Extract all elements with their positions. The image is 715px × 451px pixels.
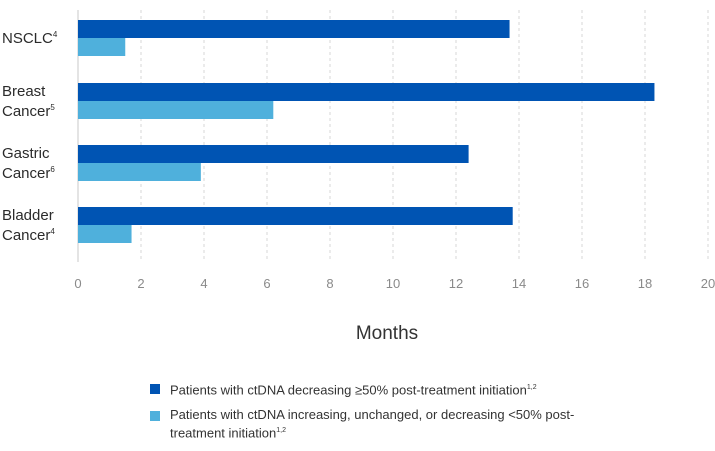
category-label: NSCLC4: [2, 30, 58, 47]
x-tick-label: 8: [326, 276, 333, 291]
legend: Patients with ctDNA decreasing ≥50% post…: [150, 380, 610, 451]
x-tick-label: 4: [200, 276, 207, 291]
x-tick-label: 0: [74, 276, 81, 291]
x-tick-label: 10: [386, 276, 400, 291]
bar-series-1-cat-1: [78, 20, 510, 38]
bar-chart: NSCLC4 Breast Cancer5 Gastric Cancer6 Bladder…: [2, 10, 715, 344]
legend-swatch-increasing: [150, 411, 160, 422]
x-tick-label: 20: [701, 276, 715, 291]
x-axis-title: Months: [356, 323, 418, 344]
x-tick-label: 16: [575, 276, 589, 291]
category-label: Bladder: [2, 207, 54, 224]
category-label: Cancer5: [2, 103, 55, 120]
legend-item-decreasing: Patients with ctDNA decreasing ≥50% post…: [150, 380, 610, 398]
legend-item-increasing: Patients with ctDNA increasing, unchange…: [150, 407, 610, 441]
category-labels: NSCLC4 Breast Cancer5 Gastric Cancer6 Bladder…: [2, 30, 58, 244]
bar-series-2-cat-3: [78, 163, 201, 181]
category-label: Cancer4: [2, 227, 55, 244]
bars: [78, 20, 655, 243]
bar-series-1-cat-4: [78, 207, 513, 225]
x-tick-label: 18: [638, 276, 652, 291]
bar-series-1-cat-3: [78, 145, 469, 163]
x-tick-label: 2: [137, 276, 144, 291]
x-tick-labels: 0 2 4 6 8 10 12 14 16 18 20: [74, 276, 715, 291]
x-tick-label: 12: [449, 276, 463, 291]
category-label: Gastric: [2, 145, 50, 162]
category-label: Breast: [2, 83, 46, 100]
bar-series-2-cat-4: [78, 225, 132, 243]
bar-series-2-cat-2: [78, 101, 274, 119]
x-tick-label: 6: [263, 276, 270, 291]
legend-label-increasing: Patients with ctDNA increasing, unchange…: [170, 407, 575, 441]
category-label: Cancer6: [2, 165, 55, 182]
bar-series-2-cat-1: [78, 38, 126, 56]
x-tick-label: 14: [512, 276, 526, 291]
grid-lines: [77, 10, 709, 262]
bar-series-1-cat-2: [78, 83, 655, 101]
legend-label-decreasing: Patients with ctDNA decreasing ≥50% post…: [170, 382, 537, 398]
legend-swatch-decreasing: [150, 384, 160, 394]
